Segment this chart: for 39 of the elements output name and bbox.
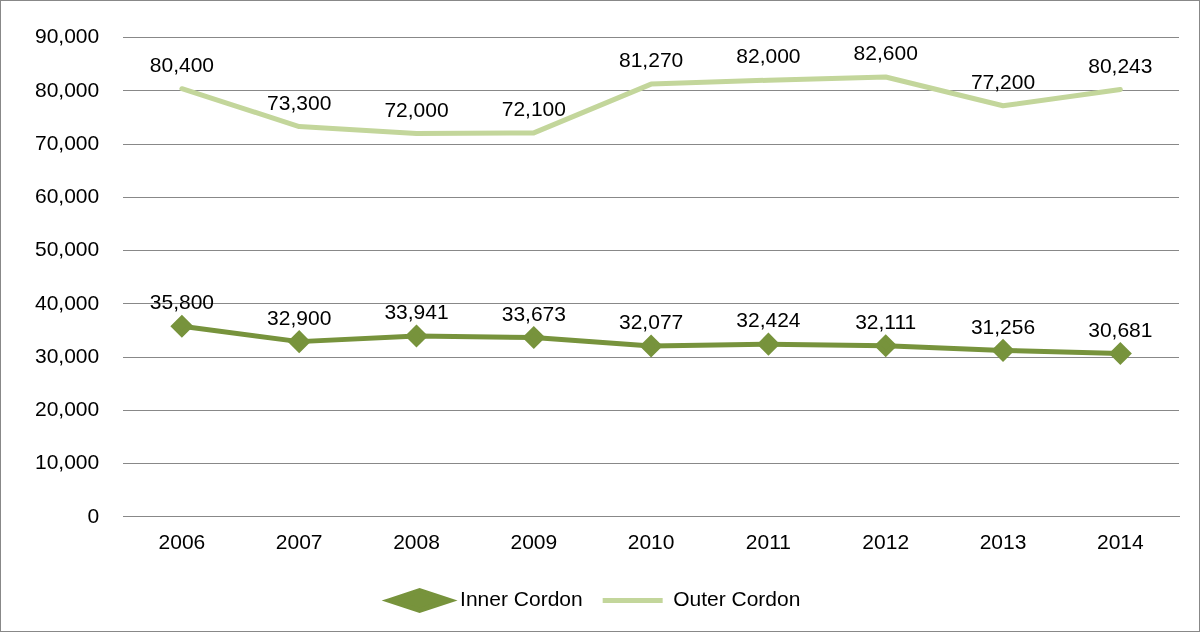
x-tick-label: 2007 (275, 530, 323, 554)
y-tick-label: 80,000 (35, 77, 100, 101)
y-tick-label: 60,000 (35, 184, 100, 208)
legend-label: Inner Cordon (460, 587, 583, 611)
data-label: 72,000 (384, 97, 449, 121)
data-label: 73,300 (267, 90, 332, 114)
x-tick-label: 2013 (979, 530, 1027, 554)
data-label: 33,673 (501, 301, 566, 325)
y-tick-label: 0 (87, 503, 100, 527)
data-label: 72,100 (501, 97, 566, 121)
data-label: 33,941 (384, 300, 449, 324)
data-label: 32,900 (267, 305, 332, 329)
y-tick-label: 20,000 (35, 397, 100, 421)
y-tick-label: 50,000 (35, 237, 100, 261)
data-label: 30,681 (1088, 317, 1153, 341)
data-label: 82,600 (853, 41, 918, 65)
y-tick-label: 90,000 (35, 24, 100, 48)
x-tick-label: 2010 (627, 530, 675, 554)
data-label: 32,424 (736, 308, 801, 332)
data-label: 82,000 (736, 44, 801, 68)
data-label: 80,400 (149, 53, 214, 77)
y-tick-label: 10,000 (35, 450, 100, 474)
x-tick-label: 2008 (393, 530, 440, 554)
data-label: 32,077 (619, 310, 684, 334)
data-label: 32,111 (855, 310, 917, 334)
x-tick-label: 2011 (745, 530, 792, 554)
data-label: 77,200 (970, 70, 1036, 94)
x-tick-label: 2014 (1096, 530, 1145, 554)
x-tick-label: 2006 (158, 530, 206, 554)
y-tick-label: 70,000 (35, 130, 100, 154)
legend-label: Outer Cordon (673, 587, 801, 611)
x-tick-label: 2012 (862, 530, 910, 554)
data-label: 35,800 (149, 290, 214, 314)
data-label: 81,270 (619, 48, 684, 72)
y-tick-label: 30,000 (35, 343, 100, 367)
data-label: 31,256 (970, 314, 1036, 338)
y-tick-label: 40,000 (35, 290, 100, 314)
x-tick-label: 2009 (510, 530, 558, 554)
data-label: 80,243 (1088, 53, 1153, 77)
